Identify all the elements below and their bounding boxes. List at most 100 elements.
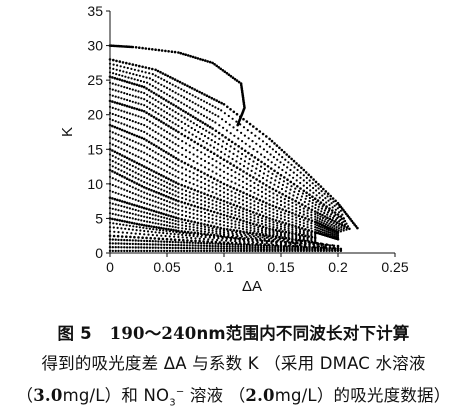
data-point <box>306 215 309 218</box>
data-point <box>117 84 120 87</box>
data-point <box>334 208 337 211</box>
data-point <box>171 96 174 99</box>
data-point <box>134 249 137 253</box>
data-point <box>135 161 139 165</box>
data-point <box>160 223 163 226</box>
data-point <box>134 242 137 246</box>
data-point <box>128 173 131 176</box>
data-point <box>200 181 203 184</box>
data-point <box>276 222 279 225</box>
data-point <box>225 237 228 240</box>
data-point <box>154 222 157 225</box>
data-point <box>177 243 180 247</box>
data-point <box>328 209 331 212</box>
data-point <box>138 135 141 139</box>
data-point <box>190 239 193 242</box>
data-point <box>203 172 206 175</box>
data-point <box>248 145 251 148</box>
data-point <box>237 247 240 250</box>
data-point <box>298 231 302 235</box>
wavelength-unit: nm <box>196 324 226 343</box>
data-point <box>196 118 200 121</box>
data-point <box>143 175 146 178</box>
data-point <box>236 155 239 158</box>
data-point <box>319 228 322 231</box>
data-point <box>302 210 305 213</box>
data-point <box>265 143 268 146</box>
data-point <box>140 103 143 106</box>
data-point <box>283 226 286 229</box>
data-point <box>247 232 250 236</box>
data-point <box>131 126 134 129</box>
data-point <box>172 103 175 107</box>
data-point <box>157 218 160 222</box>
data-point <box>203 107 206 110</box>
data-point <box>171 246 174 250</box>
data-point <box>323 227 326 230</box>
data-point <box>184 53 187 56</box>
data-point <box>340 226 343 229</box>
data-point <box>267 170 270 173</box>
data-point <box>330 223 333 226</box>
data-point <box>281 221 284 224</box>
data-point <box>154 80 157 83</box>
data-point <box>150 90 153 93</box>
data-point <box>302 184 305 187</box>
data-point <box>212 98 216 101</box>
data-point <box>332 222 335 225</box>
data-point <box>230 209 233 212</box>
data-point <box>241 186 245 189</box>
data-point <box>257 188 260 191</box>
data-point <box>134 176 137 179</box>
data-point <box>160 178 163 182</box>
data-point <box>234 192 237 195</box>
data-point <box>270 177 273 180</box>
data-point <box>172 155 175 158</box>
data-point <box>197 97 200 100</box>
data-point <box>207 201 210 204</box>
data-point <box>165 229 168 232</box>
data-point <box>168 221 171 224</box>
data-point <box>182 109 185 113</box>
data-point <box>181 209 184 212</box>
data-point <box>227 232 230 235</box>
data-point <box>298 230 302 233</box>
data-point <box>245 247 248 251</box>
data-point <box>262 172 265 175</box>
data-point <box>239 115 242 118</box>
data-point <box>219 230 222 233</box>
data-point <box>137 194 140 197</box>
data-point <box>221 118 224 121</box>
data-point <box>196 162 199 165</box>
data-point <box>317 229 321 233</box>
data-point <box>203 215 207 218</box>
data-point <box>203 192 206 195</box>
data-point <box>346 225 350 228</box>
data-point <box>200 195 203 198</box>
data-point <box>206 60 209 63</box>
data-point <box>211 203 214 206</box>
data-point <box>134 141 137 144</box>
data-point <box>329 215 332 218</box>
data-point <box>112 72 115 75</box>
data-point <box>116 198 119 202</box>
data-point <box>192 196 195 199</box>
data-point <box>226 197 229 200</box>
data-point <box>116 77 119 81</box>
data-point <box>120 235 124 238</box>
data-point <box>157 211 161 214</box>
data-point <box>184 227 188 230</box>
data-point <box>203 204 207 207</box>
data-point <box>157 201 160 204</box>
data-point <box>125 246 129 249</box>
data-point <box>245 204 248 207</box>
data-point <box>183 116 186 119</box>
data-point <box>206 173 209 177</box>
data-point <box>123 116 126 120</box>
data-point <box>186 118 189 121</box>
data-point <box>139 79 142 83</box>
data-point <box>146 177 149 180</box>
data-point <box>314 228 317 231</box>
data-point <box>165 224 169 227</box>
data-point <box>188 106 191 109</box>
